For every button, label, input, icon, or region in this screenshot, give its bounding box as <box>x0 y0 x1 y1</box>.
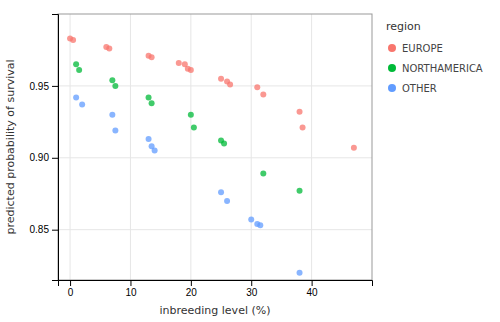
tick-label: 0.85 <box>30 224 50 235</box>
x-axis-title: inbreeding level (%) <box>159 304 270 317</box>
legend: region EUROPE NORTHAMERICA OTHER <box>386 20 483 94</box>
tick-mark <box>251 280 252 286</box>
point <box>79 102 85 108</box>
point <box>297 188 303 194</box>
point <box>218 76 224 82</box>
point <box>112 83 118 89</box>
series <box>67 35 357 150</box>
tick-mark <box>130 280 131 286</box>
point <box>188 67 194 73</box>
point <box>227 81 233 87</box>
legend-item: EUROPE <box>388 43 443 54</box>
legend-label: NORTHAMERICA <box>402 63 483 74</box>
point <box>218 189 224 195</box>
point <box>73 61 79 67</box>
point <box>300 125 306 131</box>
grid-line <box>58 157 372 158</box>
point <box>254 84 260 90</box>
tick: 10 <box>125 280 137 298</box>
grid-line <box>130 14 131 280</box>
point <box>109 112 115 118</box>
tick: 30 <box>246 280 258 298</box>
point <box>146 136 152 142</box>
point <box>351 145 357 151</box>
x-axis: 0 10 20 30 40 <box>59 280 373 298</box>
legend-swatch <box>388 64 396 72</box>
point <box>176 60 182 66</box>
tick-mark <box>312 280 313 286</box>
plot: 0 10 20 30 40 0.85 0.90 0.95 <box>30 14 373 298</box>
tick-mark <box>70 280 71 286</box>
point <box>112 127 118 133</box>
point <box>260 92 266 98</box>
point <box>221 140 227 146</box>
grid-line <box>251 14 252 280</box>
point <box>297 109 303 115</box>
point <box>224 198 230 204</box>
grid-line <box>311 14 312 280</box>
legend-label: OTHER <box>402 83 437 94</box>
tick: 0.90 <box>30 152 58 163</box>
legend-item: NORTHAMERICA <box>388 63 483 74</box>
grid-line <box>70 14 71 280</box>
point <box>149 54 155 60</box>
point <box>257 222 263 228</box>
y-axis: 0.85 0.90 0.95 <box>30 15 59 281</box>
legend-item: OTHER <box>388 83 437 94</box>
point <box>70 37 76 43</box>
legend-title: region <box>386 20 421 33</box>
tick-label: 0 <box>68 287 74 298</box>
series <box>73 61 302 194</box>
grid-line <box>190 14 191 280</box>
tick-mark <box>52 86 58 87</box>
point <box>188 112 194 118</box>
points <box>67 35 357 275</box>
tick-mark <box>191 280 192 286</box>
point <box>260 171 266 177</box>
tick-label: 0.90 <box>30 152 50 163</box>
series <box>73 94 302 275</box>
tick: 40 <box>307 280 319 298</box>
tick-label: 40 <box>307 287 319 298</box>
point <box>76 67 82 73</box>
tick-label: 20 <box>186 287 198 298</box>
grid-line <box>58 85 372 86</box>
axis-line <box>59 281 373 287</box>
tick-mark <box>52 230 58 231</box>
tick-label: 10 <box>125 287 137 298</box>
axis-line <box>52 15 59 281</box>
point <box>146 94 152 100</box>
grid-line <box>58 229 372 230</box>
point <box>191 125 197 131</box>
point <box>109 77 115 83</box>
point <box>106 46 112 52</box>
tick: 20 <box>186 280 198 298</box>
y-axis-title: predicted probability of survival <box>4 59 17 234</box>
tick: 0.85 <box>30 224 58 235</box>
point <box>149 100 155 106</box>
tick-label: 0.95 <box>30 81 50 92</box>
legend-swatch <box>388 44 396 52</box>
legend-swatch <box>388 84 396 92</box>
point <box>248 217 254 223</box>
grid <box>58 14 372 280</box>
tick: 0 <box>68 280 74 298</box>
chart: 0 10 20 30 40 0.85 0.90 0.95 inbreeding level (%… <box>0 0 500 322</box>
tick: 0.95 <box>30 81 58 92</box>
plot-frame <box>58 14 372 280</box>
point <box>73 94 79 100</box>
tick-label: 30 <box>246 287 258 298</box>
point <box>297 270 303 276</box>
tick-mark <box>52 158 58 159</box>
legend-label: EUROPE <box>402 43 443 54</box>
point <box>152 148 158 154</box>
